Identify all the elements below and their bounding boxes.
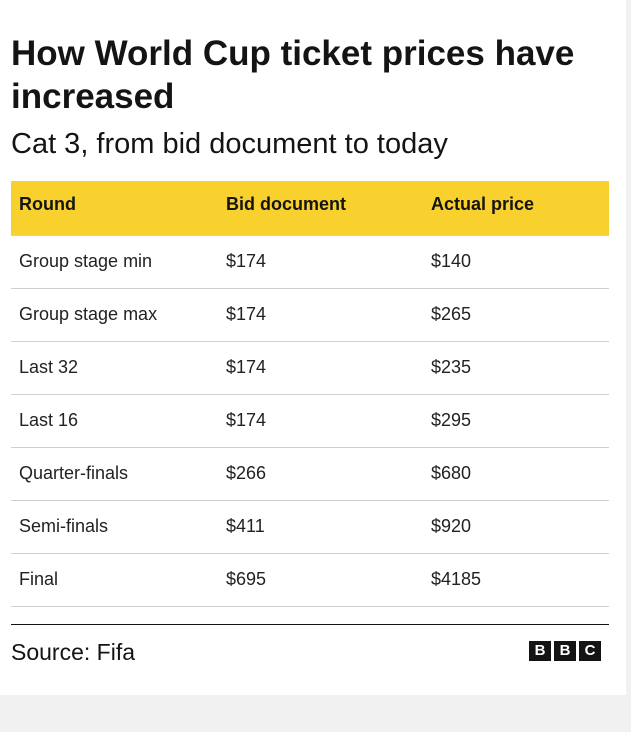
- actual-price-cell: $920: [431, 516, 472, 536]
- round-cell: Semi-finals: [19, 516, 109, 536]
- bid-price-cell: $174: [226, 251, 267, 271]
- round-cell: Final: [19, 569, 59, 589]
- chart-card: How World Cup ticket prices have increas…: [0, 0, 626, 695]
- table-row: Last 16 $174 $295: [11, 394, 609, 447]
- table-row: Quarter-finals $266 $680: [11, 447, 609, 500]
- actual-price-cell: $140: [431, 251, 472, 271]
- bbc-logo-letter: B: [529, 641, 551, 661]
- table-row: Last 32 $174 $235: [11, 341, 609, 394]
- actual-price-cell: $4185: [431, 569, 482, 589]
- bid-price-cell: $695: [226, 569, 267, 589]
- chart-subtitle: Cat 3, from bid document to today: [11, 128, 448, 160]
- column-header-bid-document: Bid document: [218, 181, 423, 236]
- bid-price-cell: $266: [226, 463, 267, 483]
- bbc-logo-letter: C: [579, 641, 601, 661]
- chart-title: How World Cup ticket prices have increas…: [11, 34, 575, 116]
- round-cell: Group stage min: [19, 251, 153, 271]
- column-header-round: Round: [11, 181, 218, 236]
- table-row: Group stage min $174 $140: [11, 235, 609, 288]
- price-table: Round Bid document Actual price Group st…: [11, 181, 609, 607]
- source-note: Source: Fifa: [11, 639, 135, 665]
- actual-price-cell: $295: [431, 410, 472, 430]
- round-cell: Last 16: [19, 410, 79, 430]
- footer-divider: [11, 624, 609, 625]
- actual-price-cell: $235: [431, 357, 472, 377]
- bbc-logo-letter: B: [554, 641, 576, 661]
- bid-price-cell: $174: [226, 304, 267, 324]
- table-row: Semi-finals $411 $920: [11, 500, 609, 553]
- actual-price-cell: $680: [431, 463, 472, 483]
- actual-price-cell: $265: [431, 304, 472, 324]
- bid-price-cell: $411: [226, 516, 265, 536]
- table-header-row: Round Bid document Actual price: [11, 181, 609, 236]
- bbc-logo: B B C: [529, 641, 601, 661]
- round-cell: Last 32: [19, 357, 79, 377]
- table-row: Final $695 $4185: [11, 553, 609, 606]
- bid-price-cell: $174: [226, 357, 267, 377]
- round-cell: Group stage max: [19, 304, 158, 324]
- table-row: Group stage max $174 $265: [11, 288, 609, 341]
- round-cell: Quarter-finals: [19, 463, 129, 483]
- column-header-actual-price: Actual price: [423, 181, 609, 236]
- bid-price-cell: $174: [226, 410, 267, 430]
